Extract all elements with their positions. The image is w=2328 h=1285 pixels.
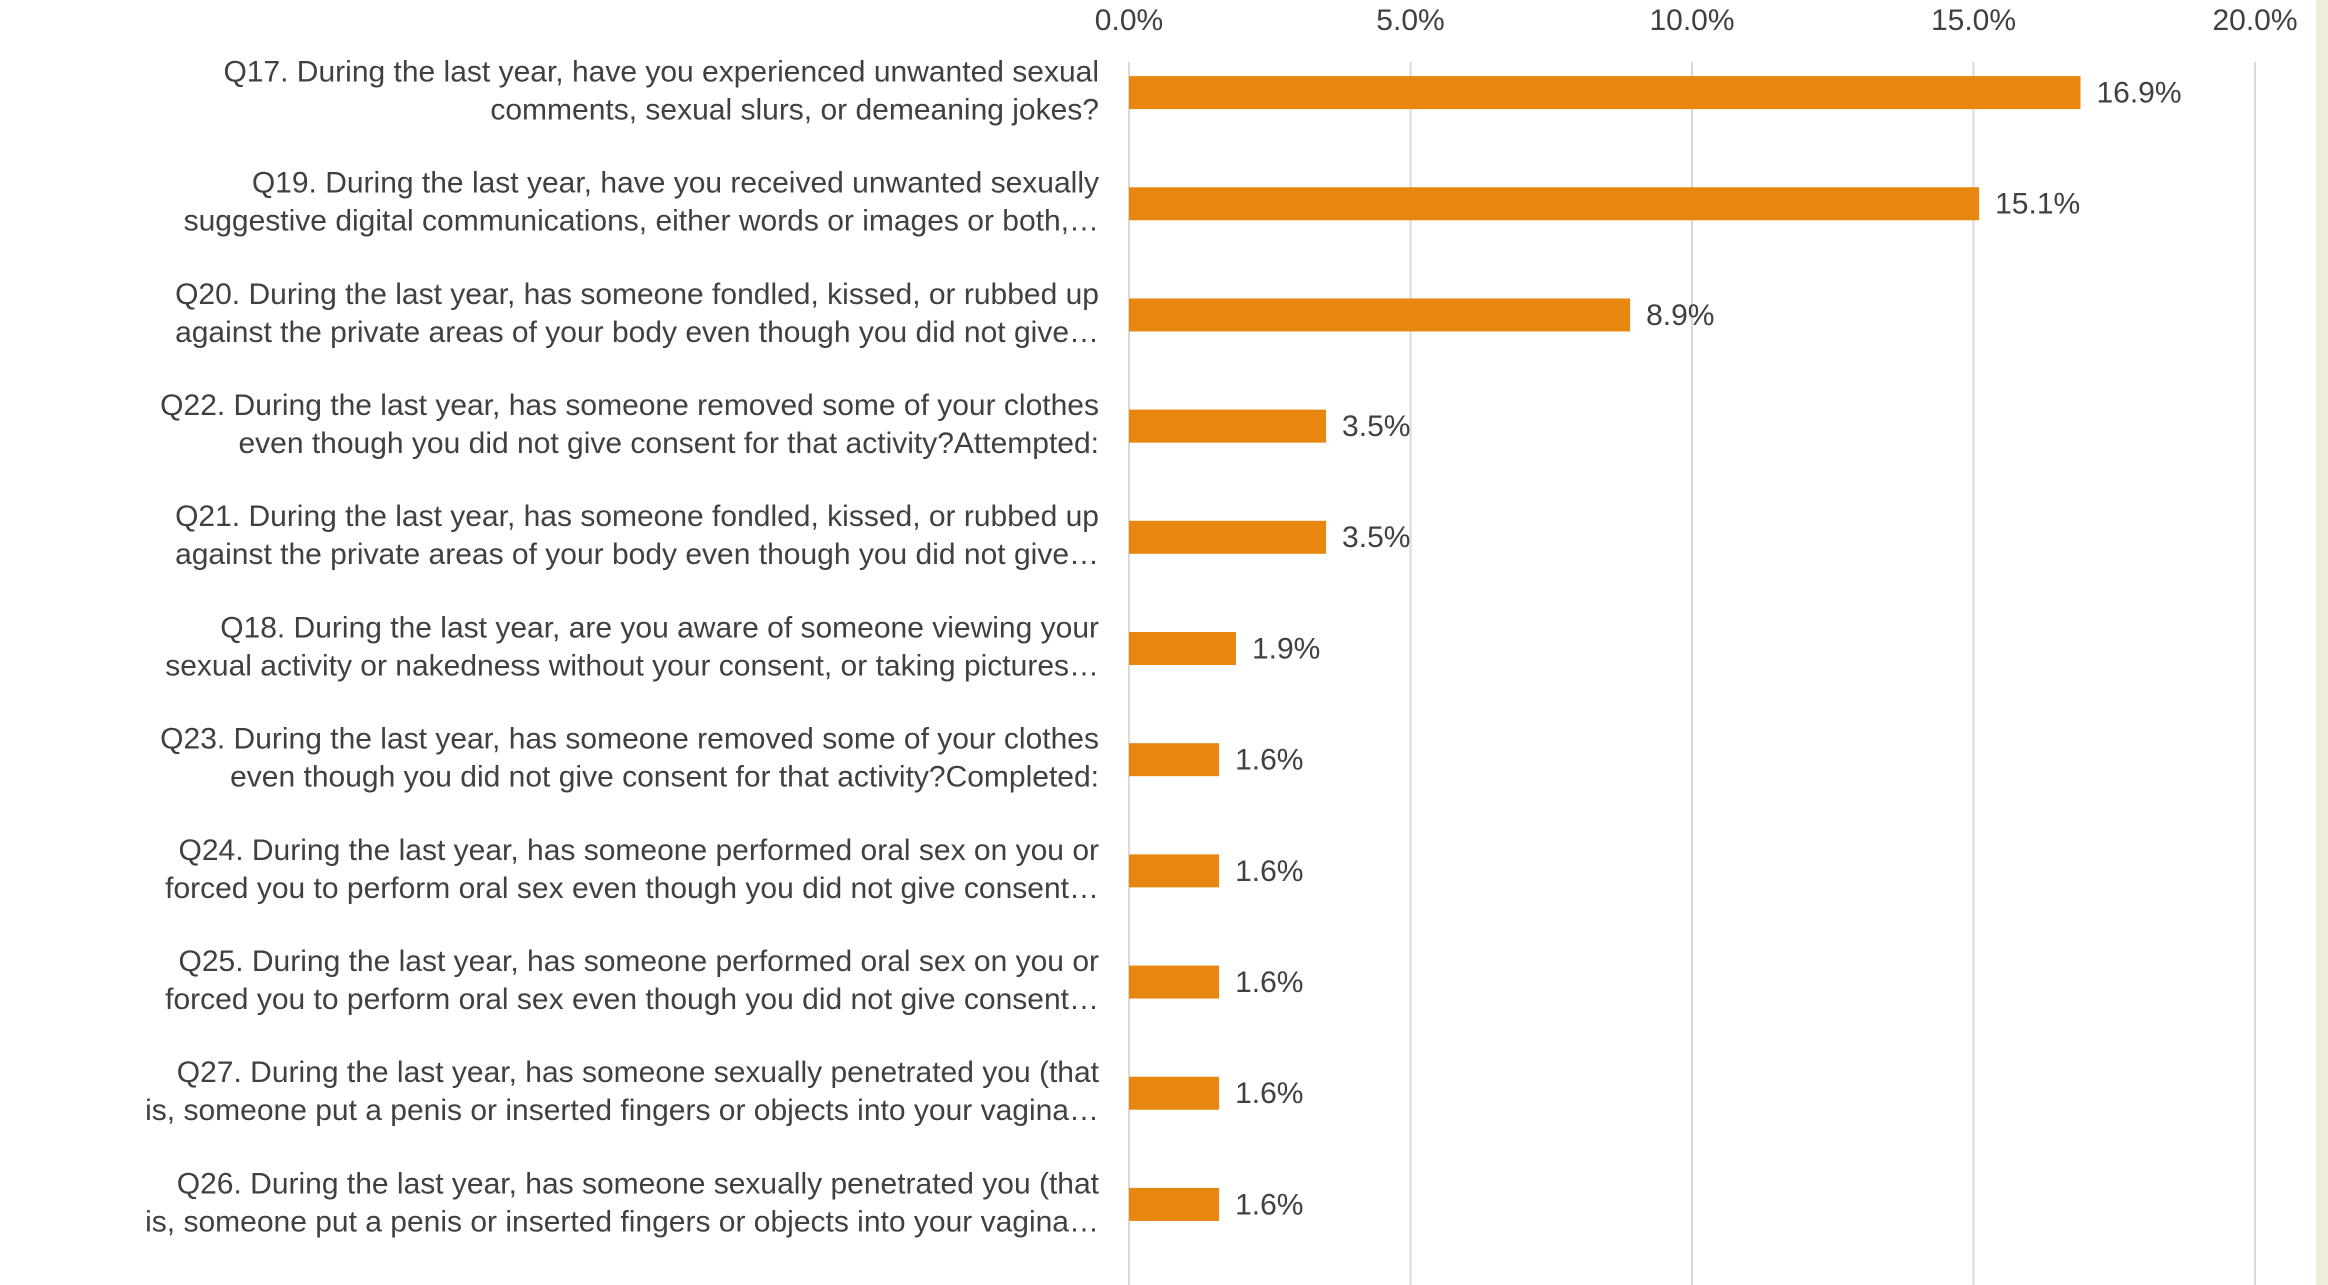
category-label: against the private areas of your body e…	[175, 316, 1099, 349]
category-label: Q24. During the last year, has someone p…	[179, 834, 1100, 867]
category-label: Q22. During the last year, has someone r…	[160, 389, 1099, 422]
bar	[1129, 187, 1980, 221]
data-label: 8.9%	[1646, 299, 1714, 332]
category-label: Q19. During the last year, have you rece…	[252, 167, 1099, 200]
x-tick-label: 0.0%	[1095, 4, 1163, 37]
category-label: Q23. During the last year, has someone r…	[160, 723, 1099, 756]
bar	[1129, 632, 1236, 665]
bar	[1129, 743, 1220, 777]
bar	[1129, 1187, 1220, 1221]
category-label: Q20. During the last year, has someone f…	[175, 278, 1099, 311]
category-label: forced you to perform oral sex even thou…	[165, 983, 1099, 1016]
x-tick-label: 20.0%	[2212, 4, 2297, 37]
x-tick-label: 15.0%	[1931, 4, 2016, 37]
category-label: Q26. During the last year, has someone s…	[177, 1167, 1100, 1200]
data-label: 16.9%	[2096, 77, 2181, 110]
category-label: is, someone put a penis or inserted fing…	[145, 1094, 1099, 1127]
data-label: 15.1%	[1995, 188, 2080, 221]
category-label: comments, sexual slurs, or demeaning jok…	[490, 94, 1099, 127]
data-label: 1.6%	[1235, 744, 1303, 777]
category-label: suggestive digital communications, eithe…	[184, 205, 1099, 238]
x-tick-label: 10.0%	[1649, 4, 1734, 37]
data-label: 1.6%	[1235, 966, 1303, 999]
data-label: 1.6%	[1235, 855, 1303, 888]
bar	[1129, 76, 2081, 110]
category-label: is, someone put a penis or inserted fing…	[145, 1205, 1099, 1238]
category-label: Q21. During the last year, has someone f…	[175, 500, 1099, 533]
bar	[1129, 965, 1220, 999]
category-label: forced you to perform oral sex even thou…	[165, 872, 1099, 905]
bar	[1129, 854, 1220, 888]
category-label: Q18. During the last year, are you aware…	[220, 611, 1099, 644]
category-label: sexual activity or nakedness without you…	[165, 649, 1099, 682]
side-strip	[2316, 0, 2328, 1285]
category-label: Q27. During the last year, has someone s…	[177, 1056, 1100, 1089]
bar	[1129, 1076, 1220, 1110]
bar	[1129, 298, 1631, 332]
category-label: even though you did not give consent for…	[238, 427, 1099, 460]
data-label: 1.9%	[1252, 632, 1320, 665]
data-label: 1.6%	[1235, 1077, 1303, 1110]
data-label: 3.5%	[1342, 410, 1410, 443]
data-label: 1.6%	[1235, 1188, 1303, 1221]
category-label: Q25. During the last year, has someone p…	[179, 945, 1100, 978]
bar	[1129, 520, 1327, 554]
x-tick-label: 5.0%	[1376, 4, 1444, 37]
category-label: even though you did not give consent for…	[230, 761, 1099, 794]
category-label: Q17. During the last year, have you expe…	[223, 56, 1099, 89]
bar	[1129, 409, 1327, 443]
category-label: against the private areas of your body e…	[175, 538, 1099, 571]
data-label: 3.5%	[1342, 521, 1410, 554]
